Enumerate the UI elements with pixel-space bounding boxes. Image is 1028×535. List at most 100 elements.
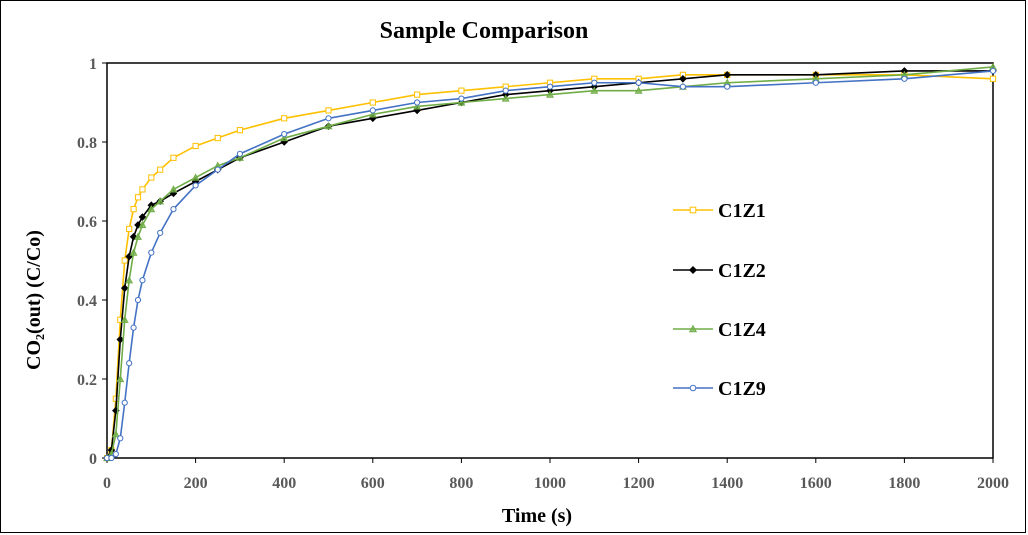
x-tick-label: 600 [361,475,385,492]
legend: C1Z1 C1Z2 C1Z4 C1Z9 [673,200,766,400]
legend-marker [689,206,697,214]
data-point [169,185,178,193]
data-point [134,232,142,240]
data-point [414,99,421,106]
x-tick-label: 1800 [888,475,920,492]
data-point [458,87,465,94]
data-point [134,296,142,304]
data-point [457,98,466,106]
legend-item: C1Z9 [673,378,766,400]
legend-marker [688,324,698,333]
data-point [130,324,137,331]
data-point [235,153,244,161]
data-point [126,360,133,367]
x-axis-title: Time (s) [502,505,572,527]
data-point [368,110,377,118]
data-point [369,107,376,114]
data-point [236,150,243,157]
data-point [369,99,376,106]
y-tick-label: 0 [89,451,97,468]
data-point [325,115,332,122]
data-point [138,220,147,229]
data-point [121,257,128,264]
y-tick-label: 0.4 [77,293,97,310]
x-tick-label: 2000 [977,475,1009,492]
data-point [139,186,146,193]
data-point [280,133,289,142]
data-point [414,91,421,98]
series-c1z2 [103,67,997,462]
data-point [156,197,165,205]
data-point [192,142,199,150]
x-tick-label: 1400 [711,475,743,492]
legend-marker [689,384,697,392]
data-point [214,134,221,142]
data-point [170,206,177,213]
data-point [635,79,642,86]
data-point [546,83,554,90]
data-point [139,277,146,284]
data-point [138,213,147,221]
data-point [724,83,731,90]
data-point [502,87,509,94]
y-tick-label: 0.2 [77,372,97,389]
plot-area [106,62,994,459]
data-point [812,79,819,86]
data-point [989,75,997,82]
x-axis-ticks: 0 200 400 600 800 1000 1200 1400 1600 1800 2000 [103,458,1009,492]
series-c1z1 [103,71,997,462]
data-point [413,102,422,110]
data-point [901,75,908,82]
y-tick-label: 1 [89,56,97,73]
data-point [192,182,199,189]
data-point [108,454,115,462]
data-point [281,131,288,138]
data-point [501,94,510,102]
data-point [111,430,120,438]
y-tick-label: 0.8 [77,135,97,152]
data-point [112,450,119,458]
legend-label: C1Z4 [718,319,766,341]
data-point [170,154,177,161]
data-point [236,127,244,134]
legend-marker [688,265,698,275]
y-axis-title: CO₂(out) (C/Co) [23,230,45,370]
x-tick-label: 400 [272,475,296,492]
data-point [125,276,134,284]
legend-label: C1Z9 [718,378,766,400]
data-point [126,225,133,233]
x-tick-label: 200 [184,475,208,492]
data-point [591,79,598,86]
data-point [117,435,124,442]
legend-item: C1Z2 [673,260,766,282]
series-layer [103,62,997,462]
data-point [590,86,599,94]
data-point [130,206,137,213]
data-point [120,315,129,323]
y-tick-label: 0.6 [77,214,97,231]
data-point [116,374,125,383]
y-axis-ticks: 0 0.2 0.4 0.6 0.8 1 [77,56,107,468]
data-point [324,122,333,130]
data-point [634,86,643,94]
legend-item: C1Z1 [673,200,766,222]
data-point [148,174,155,181]
series-line [106,66,994,459]
legend-label: C1Z1 [718,200,766,222]
data-point [129,248,138,256]
data-point [120,284,129,292]
data-point [989,67,997,75]
data-point [147,205,156,213]
data-point [157,229,164,236]
x-tick-label: 800 [449,475,473,492]
data-point [679,83,687,90]
legend-label: C1Z2 [718,260,766,282]
legend-item: C1Z4 [673,319,766,341]
data-point [148,249,155,256]
data-point [458,95,465,102]
data-point [134,194,142,201]
data-point [116,335,125,344]
data-point [723,71,732,79]
series-c1z4 [103,62,997,462]
